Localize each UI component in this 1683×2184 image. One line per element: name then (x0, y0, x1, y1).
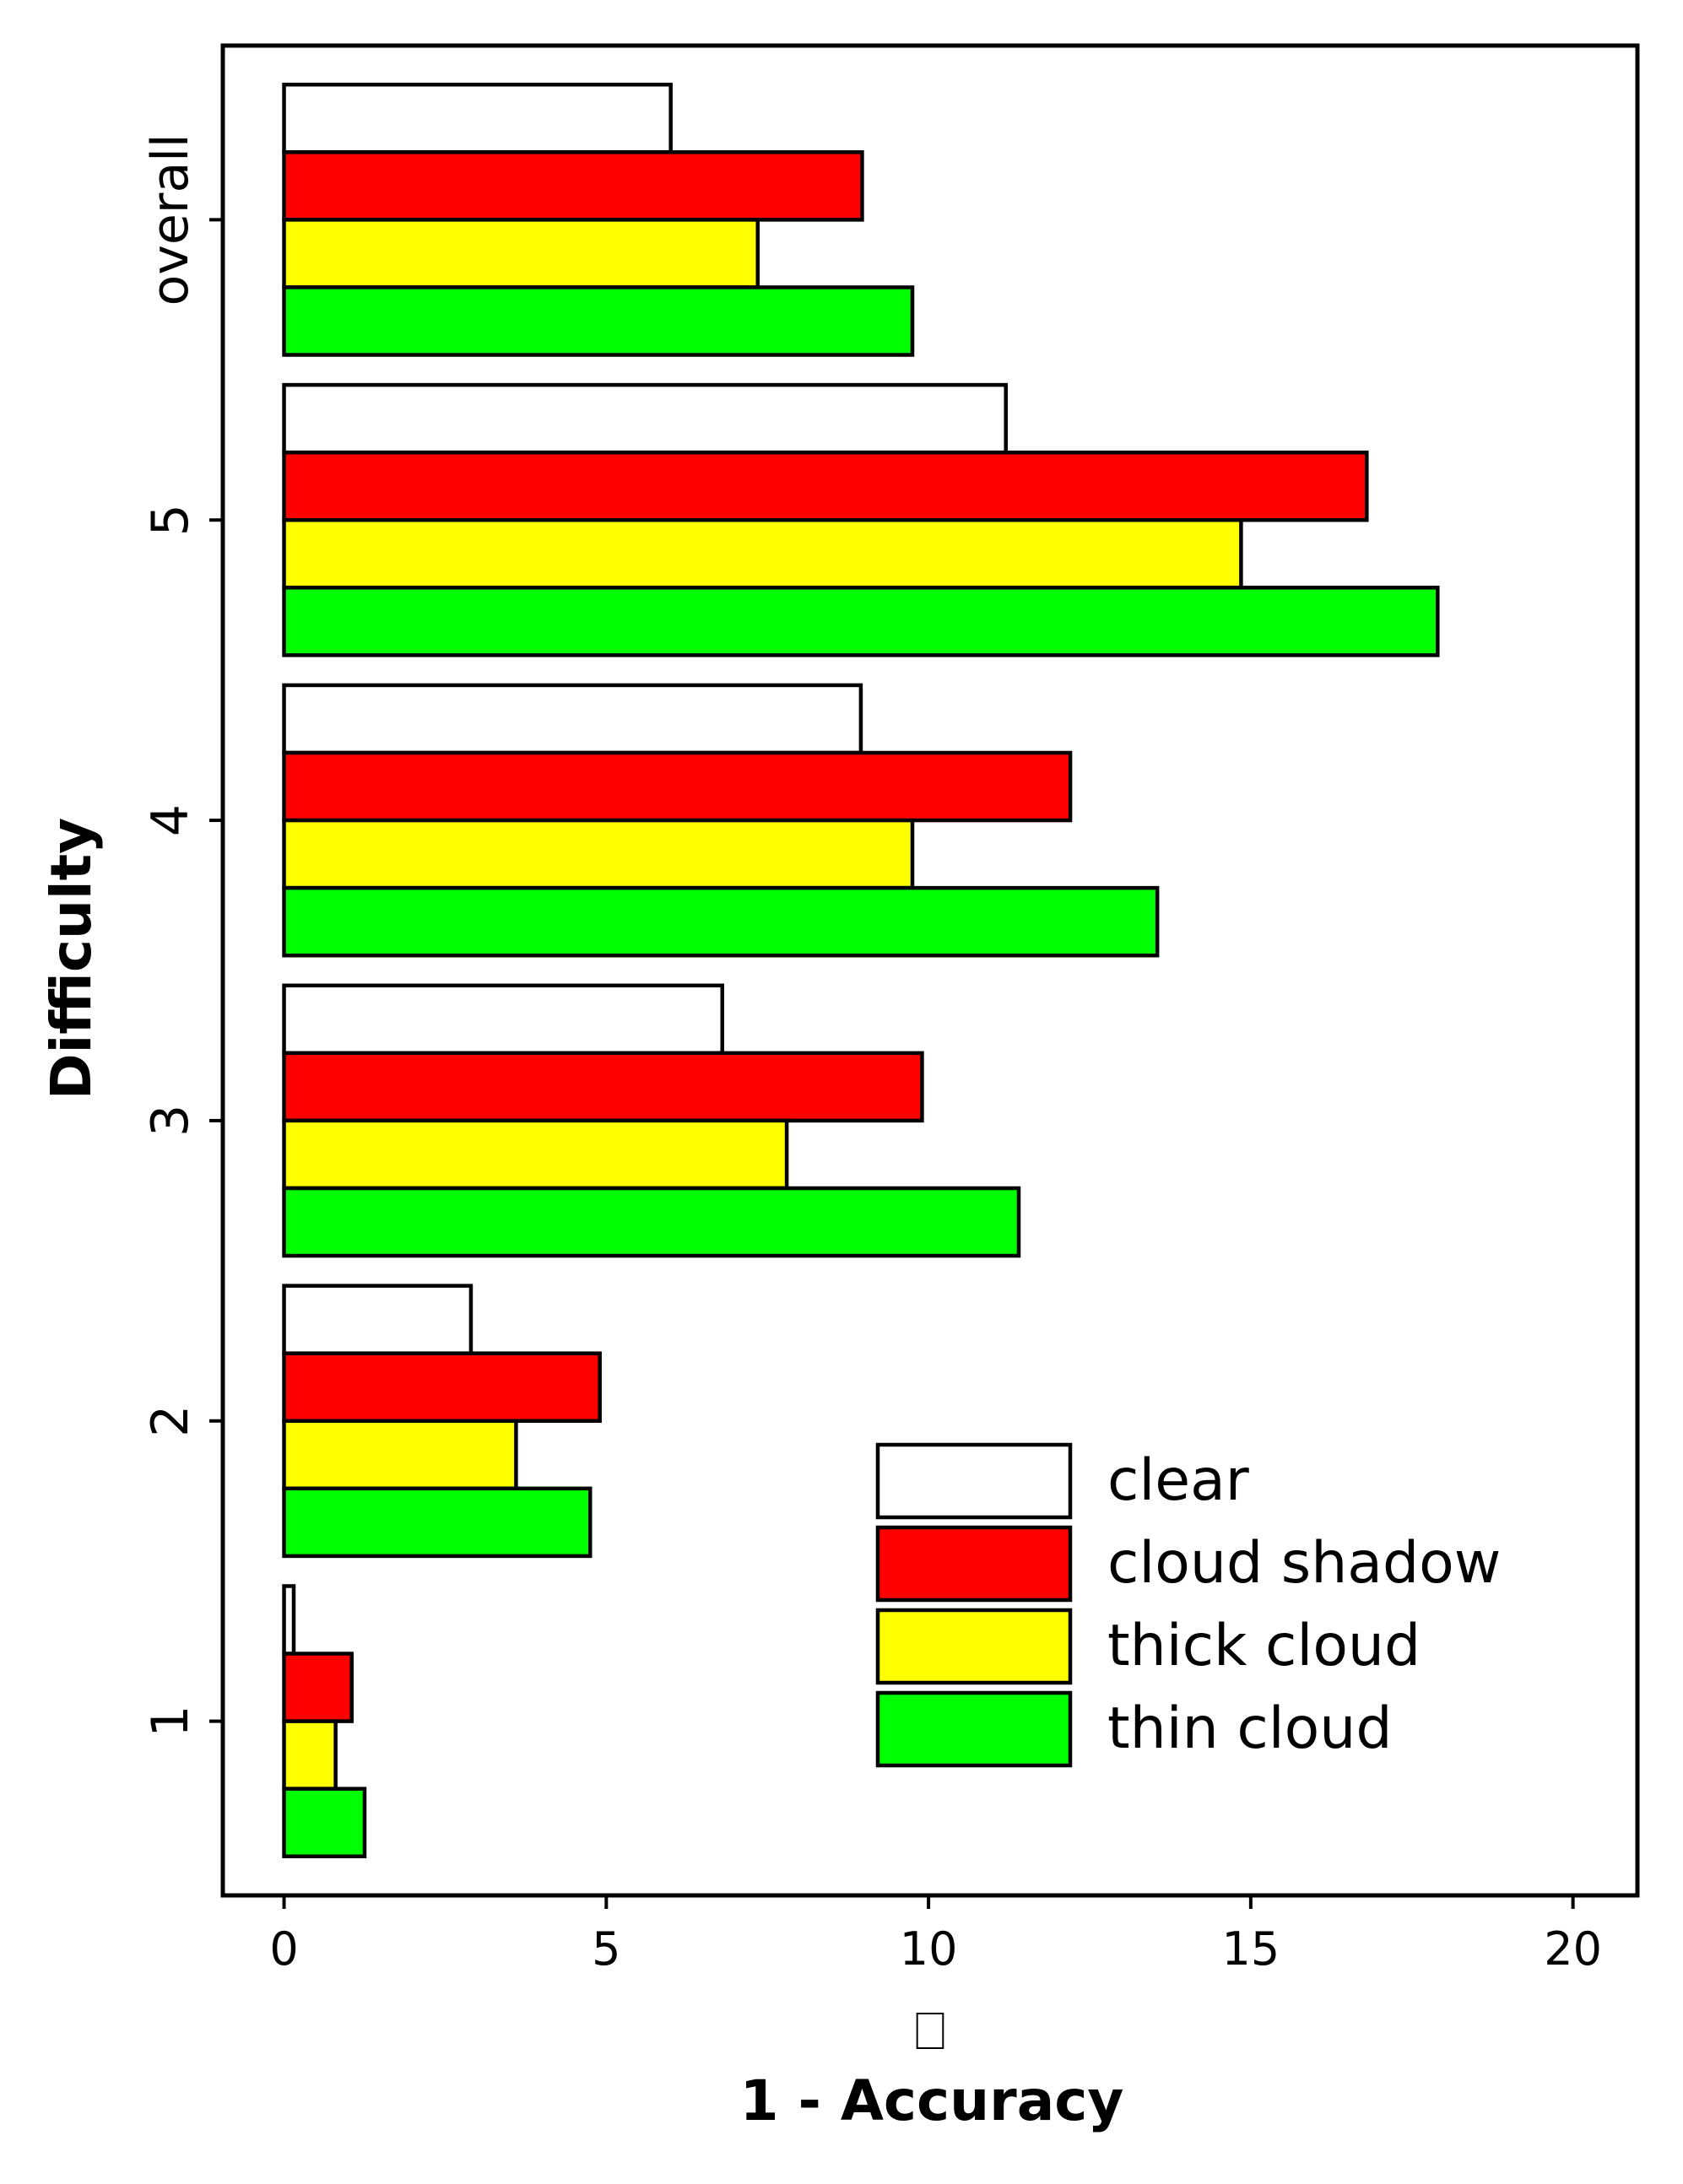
legend-label: thin cloud (1107, 1695, 1393, 1762)
bar-clear-4 (282, 683, 863, 755)
x-tick-label: 5 (592, 1922, 620, 1976)
legend-label: cloud shadow (1107, 1530, 1501, 1597)
bar-thick-cloud-3 (282, 1118, 789, 1191)
bar-clear-5 (282, 382, 1008, 455)
legend-swatch (875, 1442, 1073, 1520)
bar-clear-3 (282, 983, 725, 1056)
bar-thin-cloud-1 (282, 1787, 367, 1858)
legend-swatch (875, 1525, 1073, 1603)
bar-thick-cloud-1 (282, 1719, 338, 1791)
y-tick-label: 5 (141, 504, 200, 536)
bar-cloud-shadow-4 (282, 750, 1073, 823)
x-tick-label: 10 (900, 1922, 958, 1976)
bar-clear-1 (282, 1584, 296, 1656)
y-tick-label: 2 (141, 1405, 200, 1437)
legend-swatch (875, 1690, 1073, 1768)
x-axis-glyph: ⎕ (914, 2000, 945, 2062)
legend-label: thick cloud (1107, 1613, 1421, 1679)
bars-layer (282, 83, 1440, 1858)
bar-thin-cloud-4 (282, 885, 1160, 958)
legend: clear cloud shadow thick cloud thin cloud (875, 1442, 1501, 1768)
x-axis-label: 1 - Accuracy (740, 2068, 1124, 2133)
bar-clear-overall (282, 83, 673, 154)
y-tick-label: 3 (141, 1105, 200, 1137)
bar-clear-2 (282, 1284, 474, 1355)
bar-thick-cloud-4 (282, 818, 915, 890)
bar-cloud-shadow-2 (282, 1351, 602, 1424)
y-tick-label: overall (141, 133, 200, 305)
bar-thick-cloud-overall (282, 218, 760, 289)
bar-thin-cloud-2 (282, 1486, 593, 1559)
bar-cloud-shadow-1 (282, 1652, 354, 1723)
bar-cloud-shadow-3 (282, 1051, 924, 1123)
x-tick-label: 0 (269, 1922, 298, 1976)
bar-thick-cloud-5 (282, 517, 1243, 590)
bar-thin-cloud-3 (282, 1186, 1021, 1258)
legend-label: clear (1107, 1447, 1249, 1514)
ticks-layer: 0 5 10 15 20 1 2 3 4 5 overall (141, 133, 1602, 1976)
bar-thin-cloud-5 (282, 586, 1440, 657)
x-tick-label: 15 (1222, 1922, 1280, 1976)
y-axis-label: Difficulty (39, 818, 104, 1100)
bar-cloud-shadow-overall (282, 150, 864, 222)
y-tick-label: 4 (141, 804, 200, 836)
legend-swatch (875, 1608, 1073, 1685)
y-tick-label: 1 (141, 1706, 200, 1738)
x-tick-label: 20 (1544, 1922, 1602, 1976)
bar-thick-cloud-2 (282, 1419, 518, 1491)
bar-cloud-shadow-5 (282, 450, 1369, 522)
bar-thin-cloud-overall (282, 285, 915, 357)
